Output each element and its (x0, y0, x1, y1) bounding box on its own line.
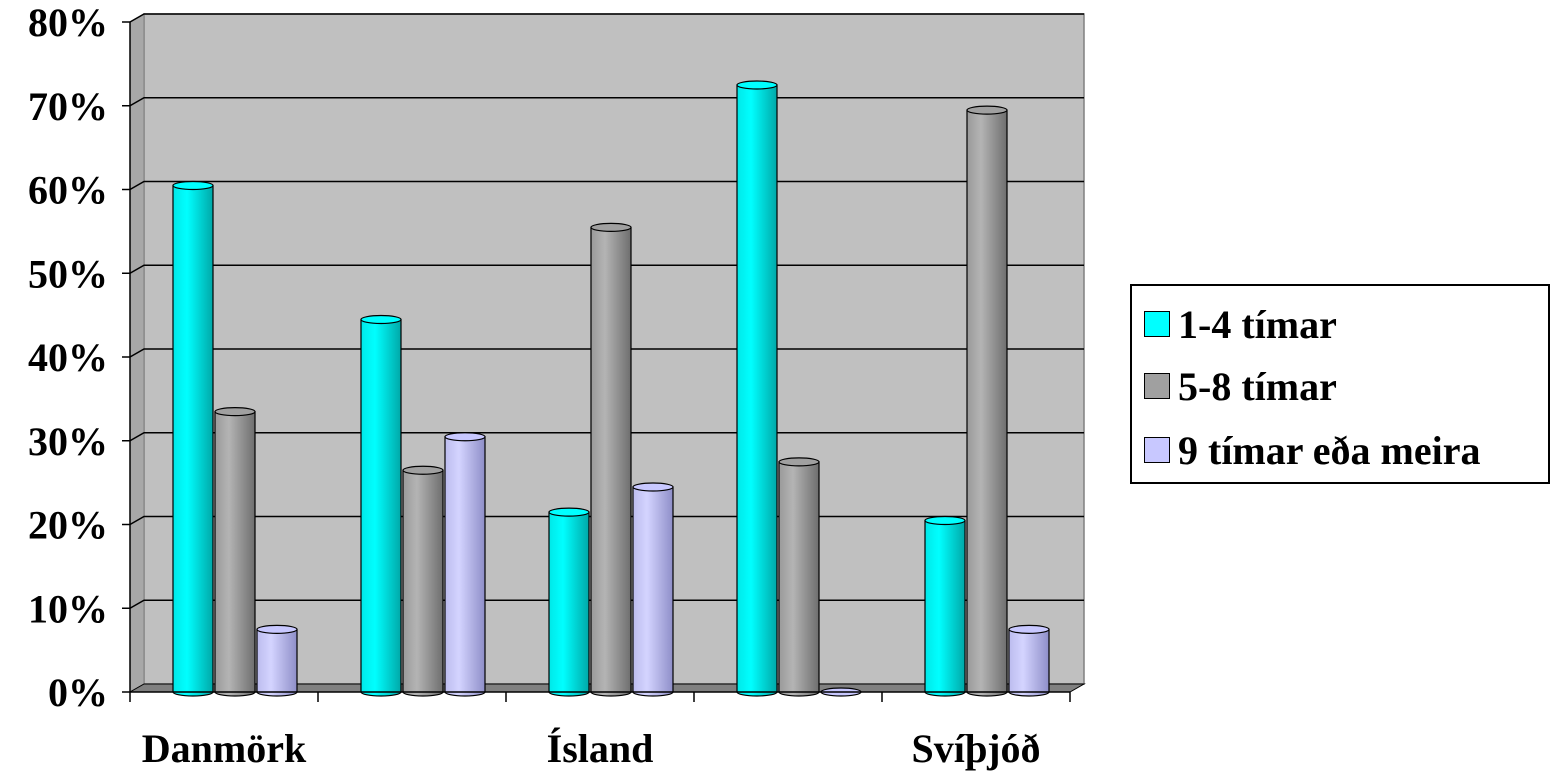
legend-item-5-8: 5-8 tímar (1144, 364, 1337, 409)
x-tick-label: Ísland (547, 726, 654, 771)
bar (256, 624, 298, 697)
legend-swatch-1-4 (1144, 311, 1170, 337)
axes (122, 21, 1071, 702)
bar (778, 457, 820, 697)
bar (1008, 624, 1050, 697)
bar (632, 482, 674, 697)
x-tick-label: Svíþjóð (912, 726, 1041, 771)
legend-item-1-4: 1-4 tímar (1144, 302, 1337, 347)
y-tick-label: 30% (28, 419, 108, 464)
bar (924, 515, 966, 697)
y-tick-label: 50% (28, 251, 108, 296)
bar (172, 180, 214, 697)
x-tick-labels: Danmörk Ísland Svíþjóð (142, 726, 1041, 771)
y-tick-label: 20% (28, 503, 108, 548)
legend-label-1-4: 1-4 tímar (1178, 301, 1337, 347)
bar (444, 432, 486, 697)
y-tick-label: 40% (28, 335, 108, 380)
bars (172, 80, 1050, 697)
legend-swatch-5-8 (1144, 373, 1170, 399)
bar (966, 105, 1008, 697)
legend-label-5-8: 5-8 tímar (1178, 363, 1337, 409)
legend-item-9-plus: 9 tímar eða meira (1144, 428, 1480, 473)
bar (736, 80, 778, 697)
y-tick-label: 80% (28, 0, 108, 45)
y-tick-labels: 0% 10% 20% 30% 40% 50% 60% 70% 80% (28, 0, 108, 715)
bar (402, 465, 444, 697)
gridline (129, 13, 1084, 23)
legend-swatch-9-plus (1144, 437, 1170, 463)
bar (360, 314, 402, 697)
y-tick-label: 0% (48, 670, 108, 715)
legend-label-9-plus: 9 tímar eða meira (1178, 427, 1481, 473)
x-tick-label: Danmörk (142, 726, 307, 771)
legend: 1-4 tímar 5-8 tímar 9 tímar eða meira (1130, 284, 1550, 484)
y-tick-label: 70% (28, 84, 108, 129)
y-tick-label: 60% (28, 168, 108, 213)
bar (548, 507, 590, 697)
bar (214, 407, 256, 697)
bar (590, 222, 632, 697)
y-tick-label: 10% (28, 586, 108, 631)
